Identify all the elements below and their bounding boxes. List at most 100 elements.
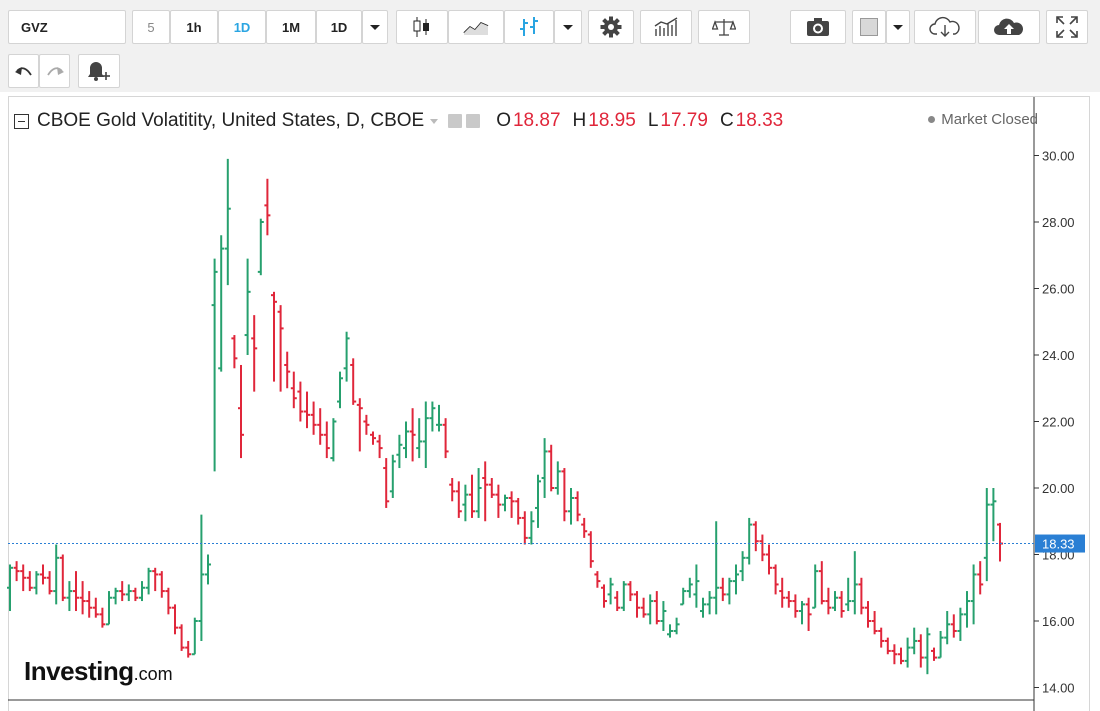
ohlc-bar (805, 597, 812, 631)
redo-button[interactable] (39, 54, 70, 88)
logo-suffix: .com (133, 664, 173, 684)
collapse-legend-icon[interactable] (14, 113, 29, 129)
last-price-badge (1035, 534, 1085, 553)
ohlc-bar (257, 218, 264, 276)
ohlc-bar (449, 478, 456, 502)
ohlc-bar (878, 627, 885, 648)
candles-button[interactable] (396, 10, 448, 44)
chevron-down-icon (563, 24, 573, 30)
ohlc-bar (601, 584, 607, 608)
interval-5-button[interactable]: 5 (132, 10, 170, 44)
color-picker-button[interactable] (852, 10, 886, 44)
fullscreen-icon (1056, 16, 1078, 38)
ohlc-bar (508, 491, 515, 518)
chevron-down-icon[interactable] (430, 118, 439, 124)
interval-dropdown-button[interactable]: 1D (316, 10, 362, 44)
ohlc-bar (535, 474, 541, 528)
ohlc-bar (145, 567, 152, 595)
y-tick-label: 30.00 (1042, 149, 1075, 164)
line-chart-button[interactable] (448, 10, 504, 44)
ohlc-bar (205, 554, 211, 585)
ohlc-bar (488, 478, 495, 498)
ohlc-bar (931, 647, 937, 661)
ohlc-bar (40, 564, 46, 585)
ohlc-bar (231, 335, 238, 369)
ohlc-bar (574, 491, 581, 522)
candles-icon (413, 17, 429, 37)
visibility-icon[interactable] (448, 114, 463, 128)
interval-1h-button[interactable]: 1h (170, 10, 218, 44)
load-chart-button[interactable] (914, 10, 976, 44)
market-status-text: Market Closed (941, 111, 1038, 128)
camera-icon (807, 18, 829, 36)
ohlc-bar (383, 458, 390, 508)
ohlc-bar (680, 587, 687, 606)
ohlc-bar (858, 577, 865, 615)
settings-icon (600, 16, 622, 38)
fullscreen-button[interactable] (1046, 10, 1088, 44)
ohlc-bar (825, 587, 832, 615)
ohlc-bar (977, 561, 984, 595)
save-chart-button[interactable] (978, 10, 1040, 44)
ohlc-bar (937, 630, 944, 659)
ohlc-bar (79, 581, 86, 615)
ohlc-bar (838, 591, 845, 618)
ohlc-bar (944, 611, 951, 645)
low-label: L (647, 110, 659, 131)
ohlc-bar (238, 364, 244, 459)
redo-icon (46, 67, 64, 76)
ohlc-bar (66, 581, 73, 612)
market-status: Market Closed (928, 111, 1038, 128)
gear-icon[interactable] (466, 114, 481, 128)
settings-button[interactable] (588, 10, 634, 44)
ohlc-bar (46, 571, 53, 595)
indicators-button[interactable] (640, 10, 692, 44)
ohlc-bar (706, 591, 713, 615)
chart-area[interactable] (8, 96, 1090, 711)
compare-button[interactable] (698, 10, 750, 44)
color-menu-button[interactable] (886, 10, 910, 44)
ohlc-bar (172, 604, 178, 635)
ohlc-bar (191, 617, 198, 656)
ohlc-bar (964, 591, 970, 628)
ohlc-bar (997, 522, 1003, 562)
y-tick-label: 14.00 (1042, 681, 1075, 696)
ohlc-bar (528, 511, 535, 545)
interval-label: 1M (281, 19, 301, 35)
ohlc-bar (469, 474, 475, 518)
interval-1m-button[interactable]: 1M (266, 10, 316, 44)
ohlc-bar (310, 401, 317, 435)
last-price-label: 18.33 (1042, 537, 1075, 552)
interval-menu-button[interactable] (362, 10, 388, 44)
ohlc-bar (620, 581, 627, 612)
ohlc-bars-button[interactable] (504, 10, 554, 44)
ohlc-bar (541, 438, 548, 498)
high-label: H (572, 110, 587, 131)
close-value: 18.33 (735, 110, 784, 131)
ohlc-bar (356, 398, 363, 452)
interval-1d-button[interactable]: 1D (218, 10, 266, 44)
ohlc-bar (33, 571, 40, 595)
ohlc-bar (746, 517, 753, 565)
ohlc-bar (119, 581, 126, 602)
undo-button[interactable] (8, 54, 39, 88)
ohlc-bar (851, 551, 858, 615)
y-tick-label: 20.00 (1042, 481, 1075, 496)
ohlc-bar (660, 601, 667, 631)
ohlc-bar (502, 494, 508, 512)
chart-type-menu-button[interactable] (554, 10, 582, 44)
ohlc-bar (554, 461, 561, 495)
add-alert-button[interactable] (78, 54, 120, 88)
ohlc-bar (884, 637, 891, 655)
ohlc-bar (429, 401, 436, 432)
ohlc-bar (53, 544, 60, 605)
symbol-input[interactable]: GVZ (8, 10, 126, 44)
ohlc-bar (865, 601, 871, 628)
ohlc-bar (271, 291, 277, 382)
y-tick-label: 26.00 (1042, 282, 1075, 297)
ohlc-bar (73, 571, 79, 612)
ohlc-bar (244, 258, 251, 355)
screenshot-button[interactable] (790, 10, 846, 44)
ohlc-bar (898, 647, 904, 665)
